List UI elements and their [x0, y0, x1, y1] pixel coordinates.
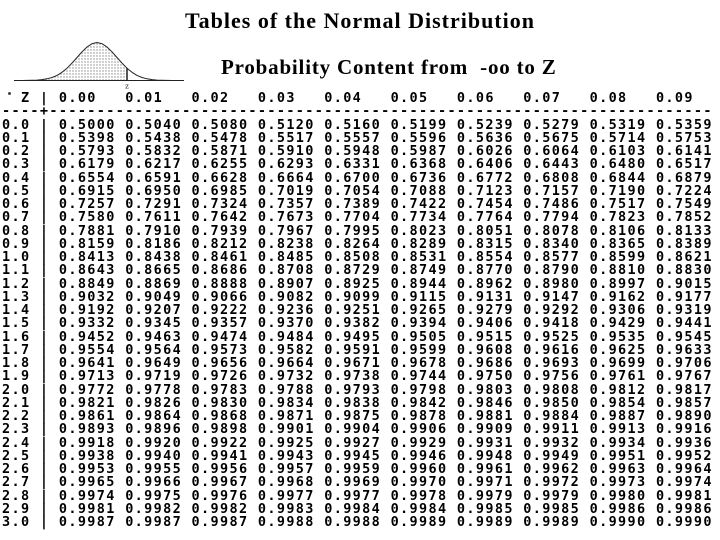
- table-row: 0.8 | 0.7881 0.7910 0.7939 0.7967 0.7995…: [2, 222, 713, 239]
- table-row: 0.0 | 0.5000 0.5040 0.5080 0.5120 0.5160…: [2, 116, 713, 133]
- figure-caption: Probability Content from -oo to Z: [221, 55, 557, 79]
- table-row: 0.9 | 0.8159 0.8186 0.8212 0.8238 0.8264…: [2, 235, 713, 252]
- table-row: 0.7 | 0.7580 0.7611 0.7642 0.7673 0.7704…: [2, 209, 713, 226]
- table-row: 2.1 | 0.9821 0.9826 0.9830 0.9834 0.9838…: [2, 394, 713, 411]
- table-separator: ----+-----------------------------------…: [2, 103, 713, 120]
- table-row: 1.8 | 0.9641 0.9649 0.9656 0.9664 0.9671…: [2, 355, 713, 371]
- table-row: 2.4 | 0.9918 0.9920 0.9922 0.9925 0.9927…: [2, 434, 713, 451]
- table-row: 1.9 | 0.9713 0.9719 0.9726 0.9732 0.9738…: [2, 368, 713, 385]
- page-title: Tables of the Normal Distribution: [185, 8, 535, 33]
- table-row: 2.2 | 0.9861 0.9864 0.9868 0.9871 0.9875…: [2, 408, 713, 424]
- z-marker-label: z: [125, 83, 129, 91]
- table-row: 3.0 | 0.9987 0.9987 0.9987 0.9988 0.9988…: [2, 514, 713, 530]
- table-row: 2.9 | 0.9981 0.9982 0.9982 0.9983 0.9984…: [2, 500, 713, 517]
- table-row: 1.5 | 0.9332 0.9345 0.9357 0.9370 0.9382…: [2, 315, 713, 332]
- table-header-row: Z | 0.00 0.01 0.02 0.03 0.04 0.05 0.06 0…: [2, 90, 694, 106]
- table-row: 0.4 | 0.6554 0.6591 0.6628 0.6664 0.6700…: [2, 169, 713, 186]
- table-row: 0.2 | 0.5793 0.5832 0.5871 0.5910 0.5948…: [2, 143, 713, 159]
- table-row: 1.3 | 0.9032 0.9049 0.9066 0.9082 0.9099…: [2, 288, 713, 305]
- table-row: 1.7 | 0.9554 0.9564 0.9573 0.9582 0.9591…: [2, 341, 713, 358]
- table-row: 2.3 | 0.9893 0.9896 0.9898 0.9901 0.9904…: [2, 421, 713, 438]
- table-row: 1.2 | 0.8849 0.8869 0.8888 0.8907 0.8925…: [2, 275, 713, 292]
- normal-curve-figure: z: [14, 42, 184, 91]
- table-row: 1.0 | 0.8413 0.8438 0.8461 0.8485 0.8508…: [2, 249, 713, 265]
- table-row: 0.6 | 0.7257 0.7291 0.7324 0.7357 0.7389…: [2, 196, 713, 212]
- table-row: 2.8 | 0.9974 0.9975 0.9976 0.9977 0.9977…: [2, 487, 713, 504]
- table-row: 0.1 | 0.5398 0.5438 0.5478 0.5517 0.5557…: [2, 129, 713, 146]
- table-row: 2.6 | 0.9953 0.9955 0.9956 0.9957 0.9959…: [2, 461, 713, 477]
- table-row: 1.6 | 0.9452 0.9463 0.9474 0.9484 0.9495…: [2, 328, 713, 345]
- bell-curve: [17, 42, 182, 81]
- table-row: 2.0 | 0.9772 0.9778 0.9783 0.9788 0.9793…: [2, 381, 713, 398]
- z-table: Z | 0.00 0.01 0.02 0.03 0.04 0.05 0.06 0…: [2, 90, 713, 530]
- table-row: 1.4 | 0.9192 0.9207 0.9222 0.9236 0.9251…: [2, 302, 713, 318]
- table-row: 1.1 | 0.8643 0.8665 0.8686 0.8708 0.8729…: [2, 262, 713, 279]
- table-row: 2.5 | 0.9938 0.9940 0.9941 0.9943 0.9945…: [2, 447, 713, 464]
- shaded-area-left-of-z: [17, 42, 127, 81]
- table-row: 0.5 | 0.6915 0.6950 0.6985 0.7019 0.7054…: [2, 182, 713, 199]
- table-row: 2.7 | 0.9965 0.9966 0.9967 0.9968 0.9969…: [2, 474, 713, 491]
- table-row: 0.3 | 0.6179 0.6217 0.6255 0.6293 0.6331…: [2, 156, 713, 173]
- stray-dot: [8, 92, 11, 95]
